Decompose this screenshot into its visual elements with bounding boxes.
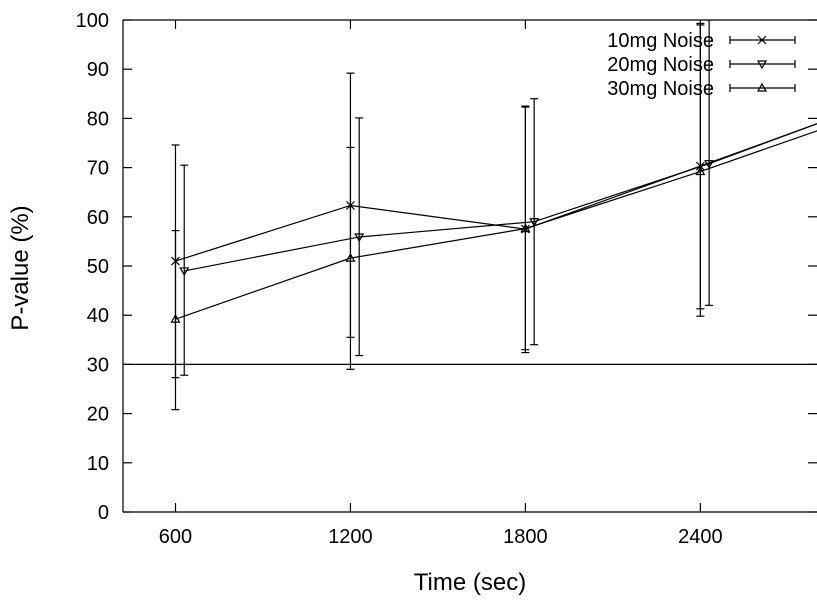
- x-axis-label: Time (sec): [414, 569, 526, 596]
- y-axis-label: P-value (%): [7, 205, 34, 330]
- x-tick-label: 600: [159, 526, 192, 548]
- series-layer: [170, 20, 817, 411]
- triangle-down-marker: [704, 160, 715, 169]
- triangle-down-marker: [529, 218, 540, 227]
- legend-item: 20mg Noise: [607, 54, 796, 76]
- y-tick-label: 90: [87, 59, 109, 81]
- y-tick-label: 70: [87, 158, 109, 180]
- series-line: [184, 123, 817, 272]
- y-tick-label: 40: [87, 305, 109, 327]
- y-tick-label: 10: [87, 453, 109, 475]
- triangle-up-marker: [170, 313, 181, 323]
- legend-label: 30mg Noise: [607, 78, 714, 100]
- y-tick-label: 50: [87, 256, 109, 278]
- triangle-down-marker: [179, 267, 190, 277]
- x-axis-ticks: 600 1200 1800 2400: [159, 20, 723, 548]
- x-marker: [757, 35, 767, 45]
- triangle-down-marker: [354, 233, 365, 243]
- y-tick-label: 80: [87, 108, 109, 130]
- series-x: [171, 22, 817, 379]
- y-tick-label: 100: [76, 10, 109, 32]
- x-tick-label: 1800: [503, 526, 548, 548]
- triangle-up-marker: [695, 166, 706, 176]
- triangle-up-marker: [756, 82, 768, 92]
- x-tick-label: 1200: [328, 526, 373, 548]
- triangle-up-marker: [345, 252, 356, 262]
- triangle-down-marker: [756, 60, 768, 70]
- x-tick-label: 2400: [678, 526, 723, 548]
- legend-item: 10mg Noise: [607, 30, 796, 52]
- series-line: [175, 123, 817, 262]
- y-tick-label: 60: [87, 207, 109, 229]
- y-axis-ticks: 0 10 20 30 40 50 60 70 80 90 100: [76, 10, 817, 524]
- y-tick-label: 30: [87, 354, 109, 376]
- y-tick-label: 20: [87, 404, 109, 426]
- series-triangle-down: [179, 20, 817, 376]
- series-line: [175, 130, 817, 320]
- legend-label: 20mg Noise: [607, 54, 714, 76]
- legend-label: 10mg Noise: [607, 30, 714, 52]
- triangle-up-marker: [520, 223, 531, 233]
- y-tick-label: 0: [98, 502, 109, 524]
- legend-item: 30mg Noise: [607, 78, 796, 100]
- series-triangle-up: [170, 24, 817, 411]
